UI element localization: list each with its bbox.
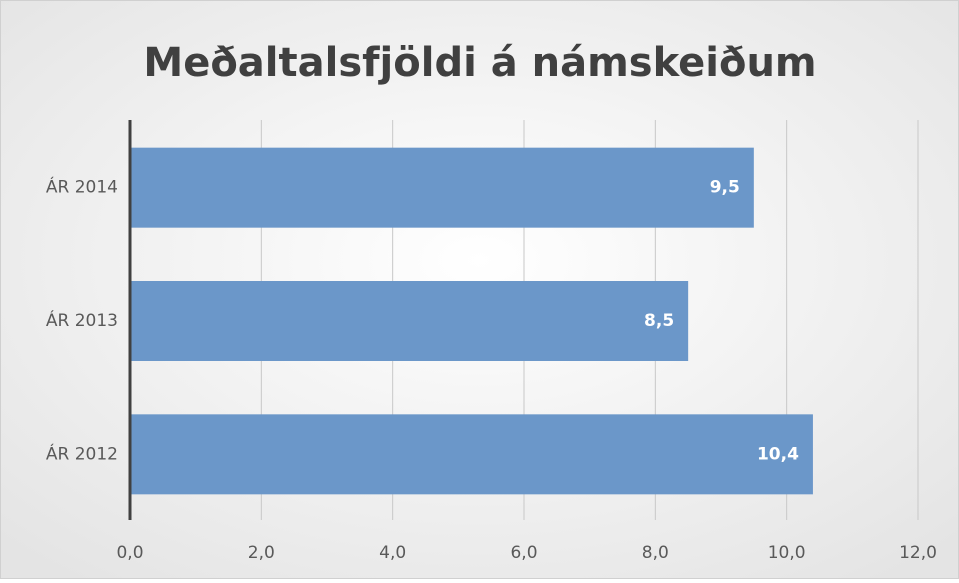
y-tick-label: ÁR 2012 — [46, 442, 118, 464]
x-tick-label: 10,0 — [768, 543, 806, 563]
bar — [130, 414, 813, 495]
x-tick-label: 6,0 — [510, 543, 537, 563]
bar — [130, 147, 754, 228]
data-label: 9,5 — [710, 178, 740, 198]
x-tick-label: 4,0 — [379, 543, 406, 563]
y-tick-label: ÁR 2013 — [46, 309, 118, 331]
x-tick-label: 8,0 — [642, 543, 669, 563]
chart-title: Meðaltalsfjöldi á námskeiðum — [143, 40, 816, 86]
data-label: 10,4 — [757, 444, 799, 464]
y-tick-label: ÁR 2014 — [46, 176, 118, 198]
x-tick-label: 2,0 — [248, 543, 275, 563]
bar — [130, 281, 689, 361]
data-label: 8,5 — [644, 311, 674, 331]
x-tick-label: 0,0 — [116, 543, 143, 563]
x-tick-label: 12,0 — [899, 543, 937, 563]
